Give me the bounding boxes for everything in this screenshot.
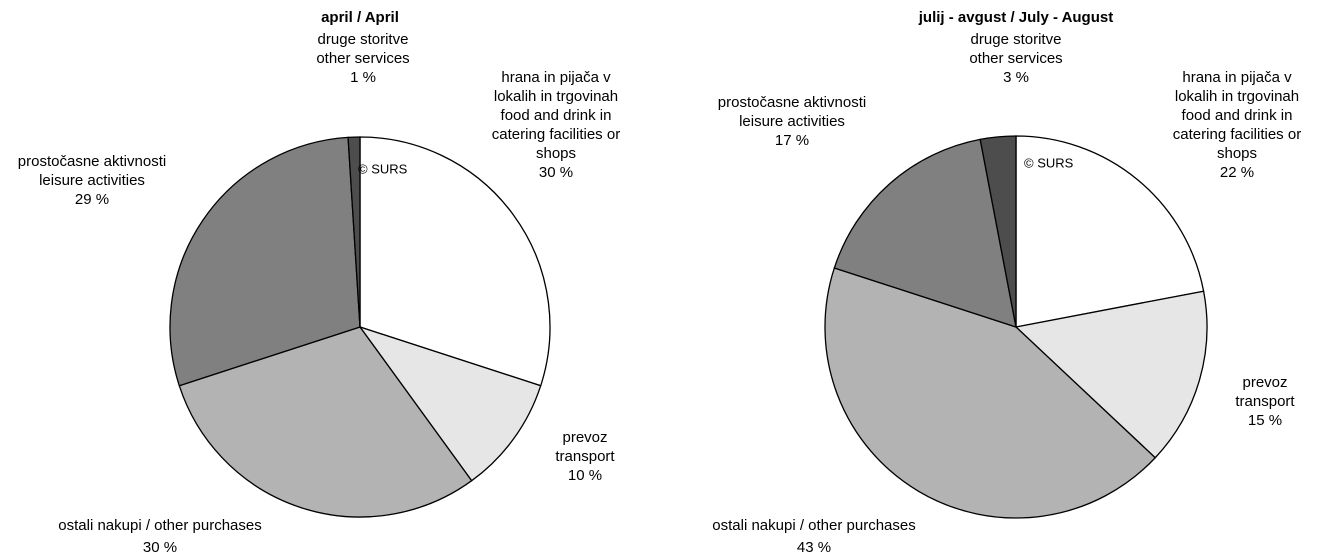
slice-value-label: 1 % <box>350 69 376 86</box>
pie-slice <box>178 326 473 518</box>
slice-label: catering facilities or <box>492 126 620 143</box>
slice-label: transport <box>1235 393 1295 410</box>
slice-label: food and drink in <box>501 107 612 124</box>
slice-value-label: 15 % <box>1248 412 1282 429</box>
slice-label: druge storitve <box>971 31 1062 48</box>
slice-label: prevoz <box>562 429 607 446</box>
slice-value-label: 30 % <box>143 539 177 556</box>
slice-value-label: 43 % <box>797 539 831 556</box>
slice-value-label: 30 % <box>539 164 573 181</box>
pie-slice <box>359 136 551 387</box>
slice-value-label: 22 % <box>1220 164 1254 181</box>
slice-label: other services <box>969 50 1062 67</box>
slice-label: transport <box>555 448 615 465</box>
slice-label: leisure activities <box>739 113 845 130</box>
pie-slice <box>824 267 1157 519</box>
slice-label: lokalih in trgovinah <box>494 88 618 105</box>
slice-label: other services <box>316 50 409 67</box>
annotation: © SURS <box>1024 155 1074 170</box>
slice-value-label: 29 % <box>75 191 109 208</box>
chart-title: april / April <box>321 9 399 26</box>
pie-slice <box>1014 290 1208 459</box>
slice-label: lokalih in trgovinah <box>1175 88 1299 105</box>
pie-slice <box>1015 135 1205 328</box>
slice-label: prostočasne aktivnosti <box>18 153 166 170</box>
pie-slice <box>358 325 542 482</box>
slice-label: shops <box>536 145 576 162</box>
slice-label: prostočasne aktivnosti <box>718 94 866 111</box>
slice-value-label: 10 % <box>568 467 602 484</box>
slice-label: hrana in pijača v <box>501 69 611 86</box>
slice-label: ostali nakupi / other purchases <box>58 517 261 534</box>
slice-label: prevoz <box>1242 374 1287 391</box>
slice-label: leisure activities <box>39 172 145 189</box>
slice-label: food and drink in <box>1182 107 1293 124</box>
slice-value-label: 17 % <box>775 132 809 149</box>
pie-slice <box>979 135 1017 328</box>
pie-slice <box>347 136 361 328</box>
pie-slice <box>169 136 361 387</box>
slice-value-label: 3 % <box>1003 69 1029 86</box>
chart-title: julij - avgust / July - August <box>918 9 1113 26</box>
pie-slice <box>833 138 1017 328</box>
slice-label: shops <box>1217 145 1257 162</box>
slice-label: druge storitve <box>318 31 409 48</box>
slice-label: ostali nakupi / other purchases <box>712 517 915 534</box>
slice-label: hrana in pijača v <box>1182 69 1292 86</box>
annotation: © SURS <box>358 161 408 176</box>
slice-label: catering facilities or <box>1173 126 1301 143</box>
